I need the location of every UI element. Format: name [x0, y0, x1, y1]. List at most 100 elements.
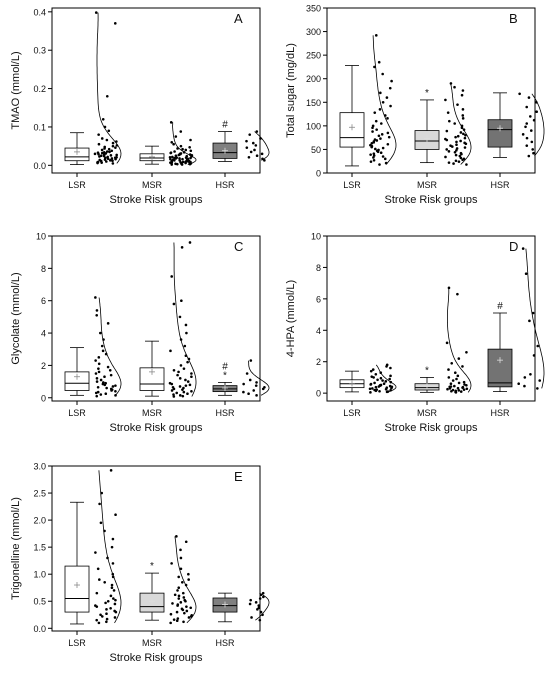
- group-lsr-point: [94, 11, 98, 14]
- group-msr-point: [184, 161, 187, 165]
- group-hsr-significance-mark: #: [222, 361, 228, 372]
- group-lsr-point: [390, 79, 393, 83]
- group-msr-density-curve: [172, 122, 197, 165]
- group-msr-point: [169, 621, 172, 625]
- y-tick-label: 2: [316, 357, 321, 367]
- group-msr-point: [186, 392, 189, 396]
- y-tick-label: 0.3: [33, 46, 46, 56]
- group-lsr-point: [114, 513, 117, 516]
- group-msr-point: [445, 148, 448, 151]
- group-lsr-point: [388, 86, 392, 90]
- group-msr-point: [176, 617, 180, 620]
- group-msr-point: [453, 384, 456, 388]
- group-hsr-point: [525, 136, 529, 140]
- group-lsr-point: [112, 589, 116, 592]
- group-hsr-point: [251, 141, 255, 145]
- group-msr-point: [456, 103, 459, 106]
- group-lsr-point: [100, 151, 104, 155]
- group-lsr-point: [93, 152, 97, 156]
- group-lsr-point: [99, 378, 103, 382]
- group-lsr-point: [96, 567, 100, 571]
- x-axis-label: Stroke Risk groups: [385, 194, 478, 206]
- group-hsr-point: [525, 105, 529, 109]
- group-lsr-point: [382, 382, 386, 386]
- x-tick-label: LSR: [68, 180, 86, 190]
- x-tick-label: MSR: [142, 180, 163, 190]
- group-msr-point: [465, 163, 468, 166]
- group-hsr-point: [523, 384, 526, 388]
- group-msr-density-curve: [450, 83, 472, 165]
- group-msr-point: [188, 145, 191, 149]
- group-hsr-point: [261, 591, 265, 595]
- group-msr-point: [177, 153, 181, 157]
- y-tick-label: 1.5: [33, 543, 46, 553]
- group-lsr-point: [387, 135, 391, 139]
- group-lsr-point: [385, 96, 389, 99]
- group-msr-point: [444, 98, 447, 102]
- group-msr-point: [457, 381, 461, 385]
- group-msr-point: [190, 372, 193, 375]
- group-msr-point: [453, 150, 457, 154]
- group-lsr-point: [371, 130, 374, 133]
- group-lsr-point: [372, 141, 376, 144]
- group-hsr-point: [261, 387, 265, 391]
- group-msr-point: [461, 108, 465, 111]
- group-lsr-box: [64, 565, 90, 613]
- group-lsr-point: [375, 128, 378, 131]
- group-hsr-point: [527, 96, 531, 99]
- group-msr-point: [173, 150, 176, 153]
- plot-frame: [51, 7, 261, 174]
- group-msr-point: [182, 596, 186, 599]
- group-hsr-point: [517, 382, 520, 386]
- group-msr-point: [455, 140, 458, 144]
- group-msr-point: [461, 365, 464, 368]
- group-msr-density-curve: [174, 536, 197, 624]
- group-hsr-point: [242, 382, 245, 386]
- group-msr-point: [177, 594, 181, 598]
- group-msr-point: [171, 602, 174, 605]
- y-axis-label: Total sugar (mg/dL): [285, 43, 297, 138]
- group-msr-point: [444, 155, 447, 159]
- group-lsr-point: [374, 119, 378, 123]
- group-msr-point: [180, 163, 184, 166]
- group-lsr-point: [374, 34, 378, 37]
- group-msr-point: [447, 286, 451, 290]
- group-msr-point: [450, 145, 454, 148]
- group-hsr-point: [254, 601, 258, 604]
- group-hsr-point: [250, 616, 253, 619]
- group-msr-point: [447, 376, 451, 379]
- group-lsr-point: [105, 150, 109, 153]
- group-hsr-point: [245, 372, 249, 375]
- group-lsr-point: [381, 155, 385, 158]
- group-lsr-point: [115, 153, 118, 157]
- group-lsr-point: [96, 161, 99, 165]
- group-lsr-point: [112, 597, 115, 600]
- y-tick-label: 0: [316, 169, 321, 179]
- y-tick-label: 0.5: [33, 597, 46, 607]
- group-lsr-point: [386, 117, 389, 120]
- group-msr-point: [186, 380, 190, 383]
- group-hsr-point: [529, 372, 532, 376]
- group-msr-point: [178, 157, 181, 160]
- group-msr-point: [182, 390, 186, 394]
- group-msr-point: [454, 159, 458, 163]
- group-hsr-point: [524, 125, 527, 129]
- group-lsr-point: [369, 160, 373, 163]
- y-tick-label: 0.0: [33, 624, 46, 634]
- group-hsr-point: [260, 152, 264, 156]
- group-lsr-density-curve: [98, 297, 122, 397]
- group-msr-point: [462, 380, 466, 384]
- group-lsr-point: [371, 126, 374, 130]
- group-msr-point: [464, 133, 467, 137]
- group-msr-point: [189, 606, 193, 610]
- group-msr-point: [462, 132, 465, 136]
- group-lsr-point: [98, 578, 101, 581]
- x-axis-label: Stroke Risk groups: [110, 422, 203, 434]
- group-msr-point: [169, 612, 173, 616]
- group-msr-point: [178, 385, 182, 388]
- panel-letter: D: [509, 239, 518, 254]
- group-lsr-point: [94, 551, 97, 554]
- x-tick-label: LSR: [343, 180, 361, 190]
- panel-letter: A: [234, 11, 243, 26]
- group-msr-point: [463, 136, 467, 140]
